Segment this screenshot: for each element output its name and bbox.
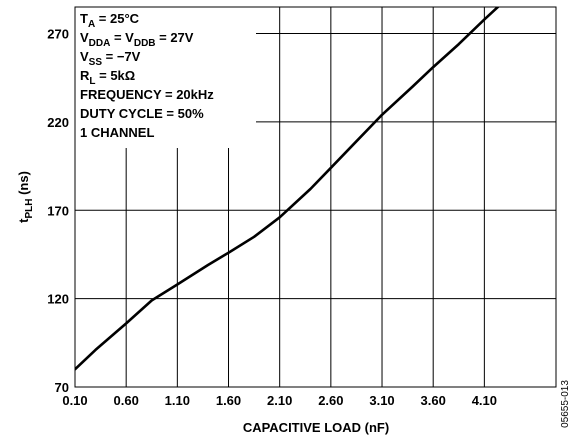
figure-id: 05655-013 bbox=[560, 380, 571, 428]
y-axis-title-main: t bbox=[16, 218, 31, 223]
x-tick-label: 0.60 bbox=[114, 393, 139, 408]
note-text: DUTY CYCLE = 50% bbox=[80, 106, 204, 121]
condition-note: DUTY CYCLE = 50% bbox=[80, 106, 204, 121]
note-text: 1 CHANNEL bbox=[80, 125, 154, 140]
note-text: = 27V bbox=[156, 30, 194, 45]
note-text: FREQUENCY = 20kHz bbox=[80, 87, 214, 102]
note-text: = −7V bbox=[102, 49, 141, 64]
legend-box bbox=[75, 7, 256, 148]
note-text: T bbox=[80, 11, 88, 26]
note-text: = 5kΩ bbox=[96, 68, 136, 83]
y-axis-title-sub: PLH bbox=[24, 199, 35, 219]
note-subscript: DDB bbox=[134, 38, 156, 49]
y-tick-label: 120 bbox=[47, 292, 69, 307]
y-tick-label: 220 bbox=[47, 115, 69, 130]
y-axis-title: tPLH (ns) bbox=[16, 171, 35, 223]
x-tick-label: 2.60 bbox=[318, 393, 343, 408]
note-subscript: L bbox=[89, 76, 95, 87]
note-text: R bbox=[80, 68, 90, 83]
x-tick-label: 4.10 bbox=[472, 393, 497, 408]
plot-frame bbox=[74, 6, 557, 388]
y-tick-label: 170 bbox=[47, 203, 69, 218]
y-tick-label: 70 bbox=[55, 380, 69, 395]
note-text: V bbox=[80, 49, 89, 64]
condition-note: RL = 5kΩ bbox=[80, 68, 135, 87]
x-axis-title: CAPACITIVE LOAD (nF) bbox=[243, 420, 389, 435]
x-tick-label: 3.60 bbox=[421, 393, 446, 408]
x-tick-labels: 0.10 0.60 1.10 1.60 2.10 2.60 3.10 3.60 4.10 bbox=[62, 393, 497, 408]
x-tick-label: 1.10 bbox=[165, 393, 190, 408]
condition-note: VSS = −7V bbox=[80, 49, 141, 68]
note-subscript: DDA bbox=[89, 38, 111, 49]
x-tick-label: 0.10 bbox=[62, 393, 87, 408]
series-layer bbox=[75, 7, 500, 371]
condition-note: VDDA = VDDB = 27V bbox=[80, 30, 194, 49]
y-tick-labels: 70 120 170 220 270 bbox=[47, 27, 69, 395]
condition-note: TA = 25°C bbox=[80, 11, 140, 30]
y-tick-label: 270 bbox=[47, 27, 69, 42]
condition-note: FREQUENCY = 20kHz bbox=[80, 87, 214, 102]
x-tick-label: 1.60 bbox=[216, 393, 241, 408]
note-subscript: SS bbox=[89, 57, 103, 68]
condition-note: 1 CHANNEL bbox=[80, 125, 154, 140]
note-text: = V bbox=[110, 30, 134, 45]
note-text: = 25°C bbox=[95, 11, 139, 26]
note-subscript: A bbox=[88, 19, 95, 30]
y-axis-title-unit: (ns) bbox=[16, 171, 31, 198]
note-text: V bbox=[80, 30, 89, 45]
series-line-1 bbox=[75, 7, 500, 371]
x-tick-label: 3.10 bbox=[369, 393, 394, 408]
x-tick-label: 2.10 bbox=[267, 393, 292, 408]
